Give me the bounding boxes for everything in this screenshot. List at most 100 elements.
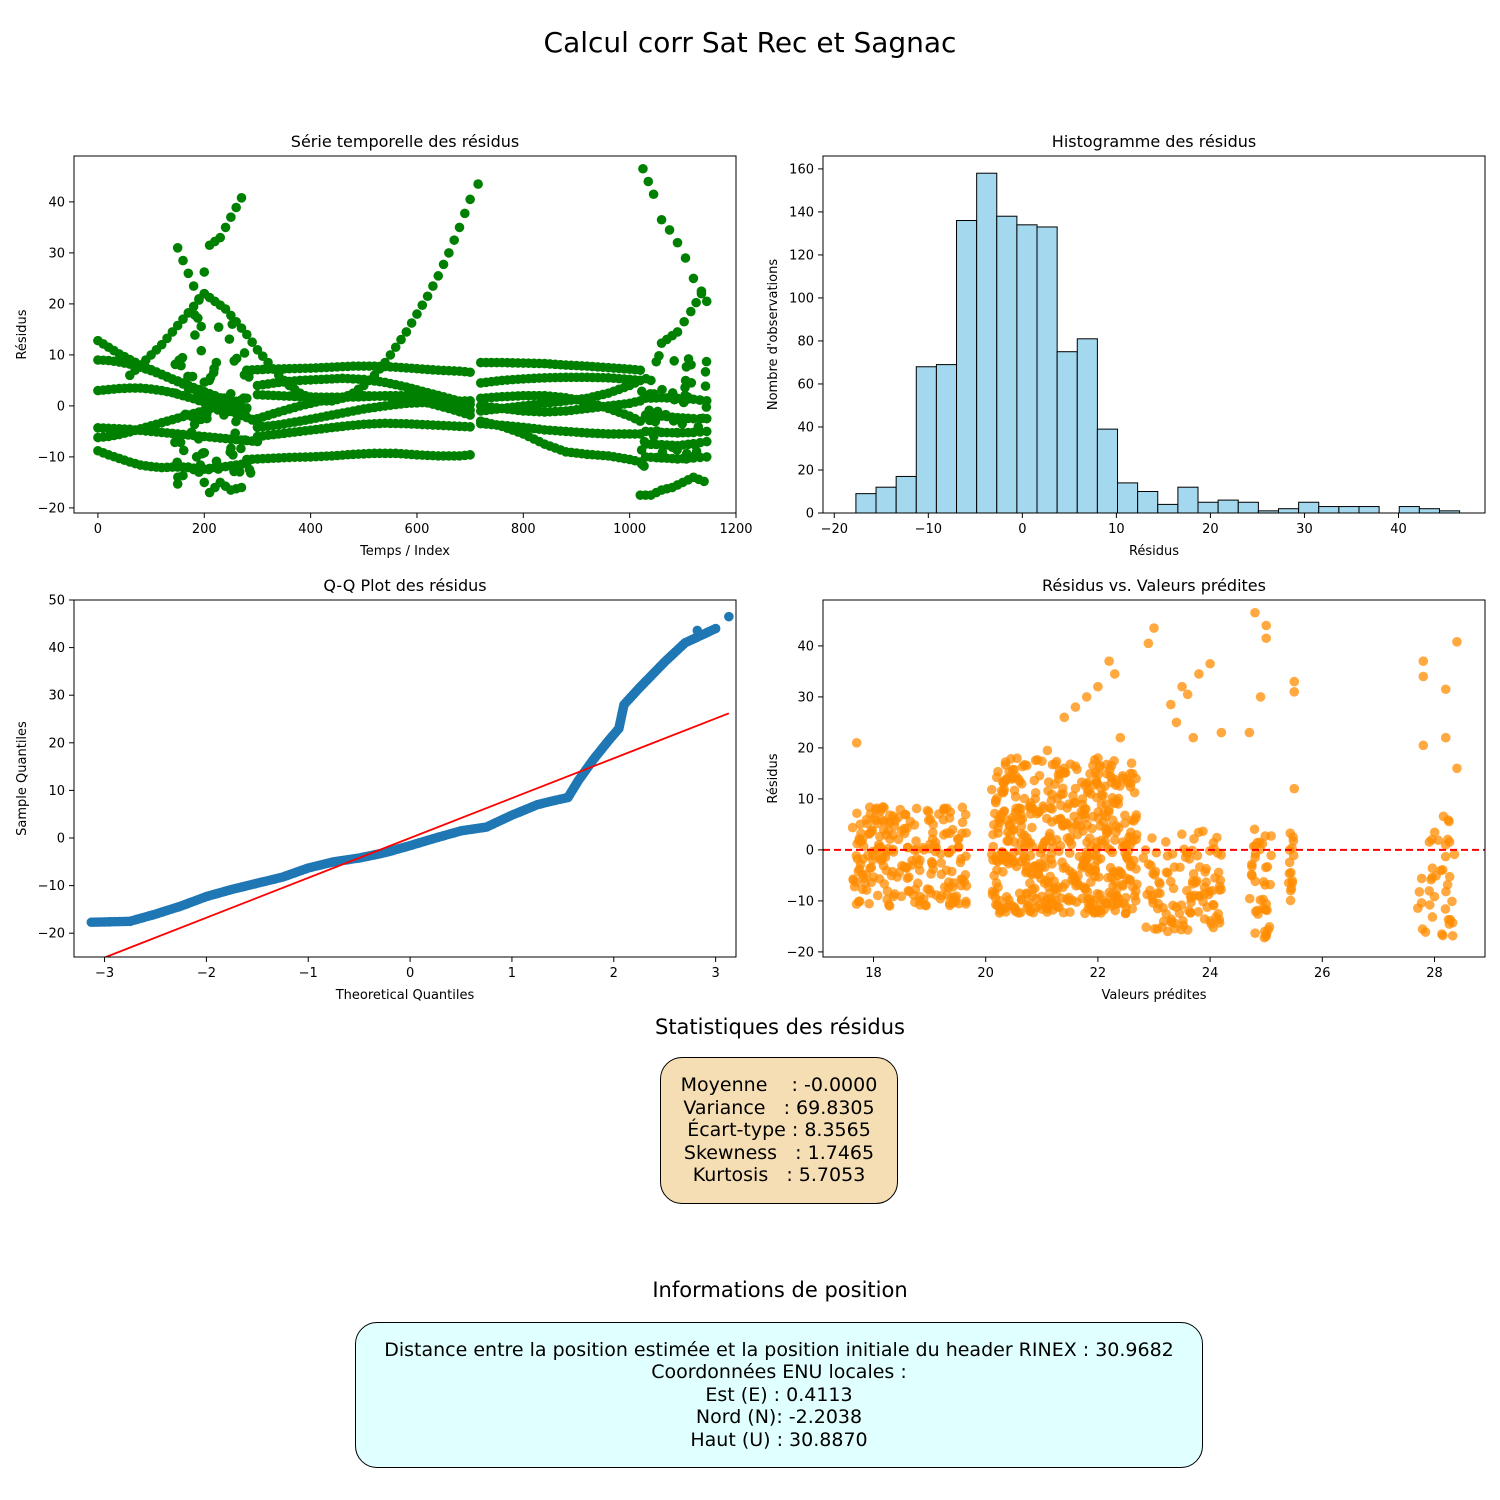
data-point xyxy=(1169,862,1180,872)
x-tick-label: 22 xyxy=(1090,966,1107,981)
data-point xyxy=(1045,828,1055,839)
y-tick-label: 100 xyxy=(789,291,814,306)
data-point xyxy=(902,862,912,873)
data-point xyxy=(231,416,241,427)
data-point xyxy=(993,766,1003,777)
data-point xyxy=(1152,924,1163,934)
data-point xyxy=(183,268,194,279)
x-tick-label: 40 xyxy=(1390,522,1407,537)
data-point xyxy=(201,409,212,420)
data-point xyxy=(1093,807,1104,817)
reference-line xyxy=(103,712,730,957)
data-point xyxy=(219,410,229,420)
data-point xyxy=(874,874,885,884)
data-point xyxy=(921,900,931,911)
data-point xyxy=(1092,792,1102,803)
data-point xyxy=(691,297,701,308)
data-point xyxy=(252,345,263,355)
data-point xyxy=(172,320,183,331)
data-point xyxy=(438,259,449,270)
x-tick-label: 400 xyxy=(298,522,323,537)
x-tick-label: 18 xyxy=(865,966,882,981)
data-point xyxy=(988,829,998,840)
data-point xyxy=(196,345,207,356)
data-point xyxy=(1112,778,1123,789)
data-point xyxy=(1125,861,1136,872)
data-point xyxy=(1244,893,1255,904)
data-point xyxy=(1169,918,1180,928)
chart-panel-2: Q-Q Plot des résidus Theoretical Quantile… xyxy=(15,576,737,1003)
data-point xyxy=(1102,827,1113,838)
data-point xyxy=(1259,932,1270,943)
data-point xyxy=(1250,848,1261,859)
data-point xyxy=(1161,837,1171,847)
data-point xyxy=(649,389,659,399)
data-point xyxy=(1014,776,1025,787)
y-tick-label: 0 xyxy=(57,399,65,414)
data-point xyxy=(422,291,433,302)
data-point xyxy=(688,273,699,284)
histogram-bar xyxy=(1056,351,1078,513)
data-point xyxy=(1285,895,1296,906)
data-point xyxy=(1067,895,1078,906)
data-point xyxy=(939,805,949,815)
data-point xyxy=(957,802,968,813)
data-point xyxy=(1080,883,1091,894)
data-point xyxy=(1064,866,1075,876)
data-point xyxy=(998,867,1008,877)
data-point xyxy=(1110,835,1120,845)
data-point xyxy=(1166,699,1176,710)
data-point xyxy=(1452,763,1462,774)
data-point xyxy=(1418,656,1429,666)
position-distance: Distance entre la position estimée et la… xyxy=(384,1338,1174,1361)
data-point xyxy=(1418,740,1429,751)
data-point xyxy=(948,878,959,888)
data-point xyxy=(1286,867,1296,878)
data-point xyxy=(1185,907,1196,918)
data-point xyxy=(1043,777,1054,787)
data-point xyxy=(1131,834,1141,845)
data-point xyxy=(242,329,252,340)
data-point xyxy=(1125,778,1136,789)
data-point xyxy=(858,873,869,883)
data-point xyxy=(1030,787,1041,798)
data-point xyxy=(1021,760,1032,771)
data-point xyxy=(941,865,952,876)
data-point xyxy=(1261,633,1272,644)
data-point xyxy=(1438,930,1448,941)
data-point xyxy=(681,448,692,459)
axes-frame xyxy=(822,155,1486,514)
data-point xyxy=(1440,684,1451,695)
histogram-bar xyxy=(1016,224,1038,513)
data-point xyxy=(1438,811,1449,822)
data-point xyxy=(1141,922,1151,933)
data-point xyxy=(1148,868,1158,879)
chart-title: Résidus vs. Valeurs prédites xyxy=(1042,576,1266,595)
data-point xyxy=(1004,821,1015,831)
chart-panel-3: Résidus vs. Valeurs prédites Valeurs préd… xyxy=(766,576,1486,1003)
stats-std: Écart-type : 8.3565 xyxy=(687,1119,871,1142)
axes-frame xyxy=(73,599,737,958)
data-point xyxy=(172,457,182,468)
data-point xyxy=(689,451,699,462)
data-point xyxy=(188,412,198,423)
data-point xyxy=(1070,702,1081,712)
data-point xyxy=(213,322,224,332)
data-point xyxy=(700,367,711,377)
data-point xyxy=(911,836,921,846)
data-point xyxy=(205,372,216,383)
data-point xyxy=(1138,853,1149,863)
data-point xyxy=(104,916,115,927)
x-tick-label: 200 xyxy=(192,522,217,537)
data-point xyxy=(851,899,862,909)
data-point xyxy=(657,384,667,395)
data-point xyxy=(686,306,696,317)
data-point xyxy=(1285,828,1296,838)
chart-panel-0: Série temporelle des résidus Temps / Inde… xyxy=(15,132,753,559)
histogram-bar xyxy=(1177,486,1199,513)
data-point xyxy=(1093,872,1104,882)
data-point xyxy=(183,371,193,382)
data-point xyxy=(1447,930,1458,941)
data-point xyxy=(667,442,678,453)
data-point xyxy=(672,327,683,337)
